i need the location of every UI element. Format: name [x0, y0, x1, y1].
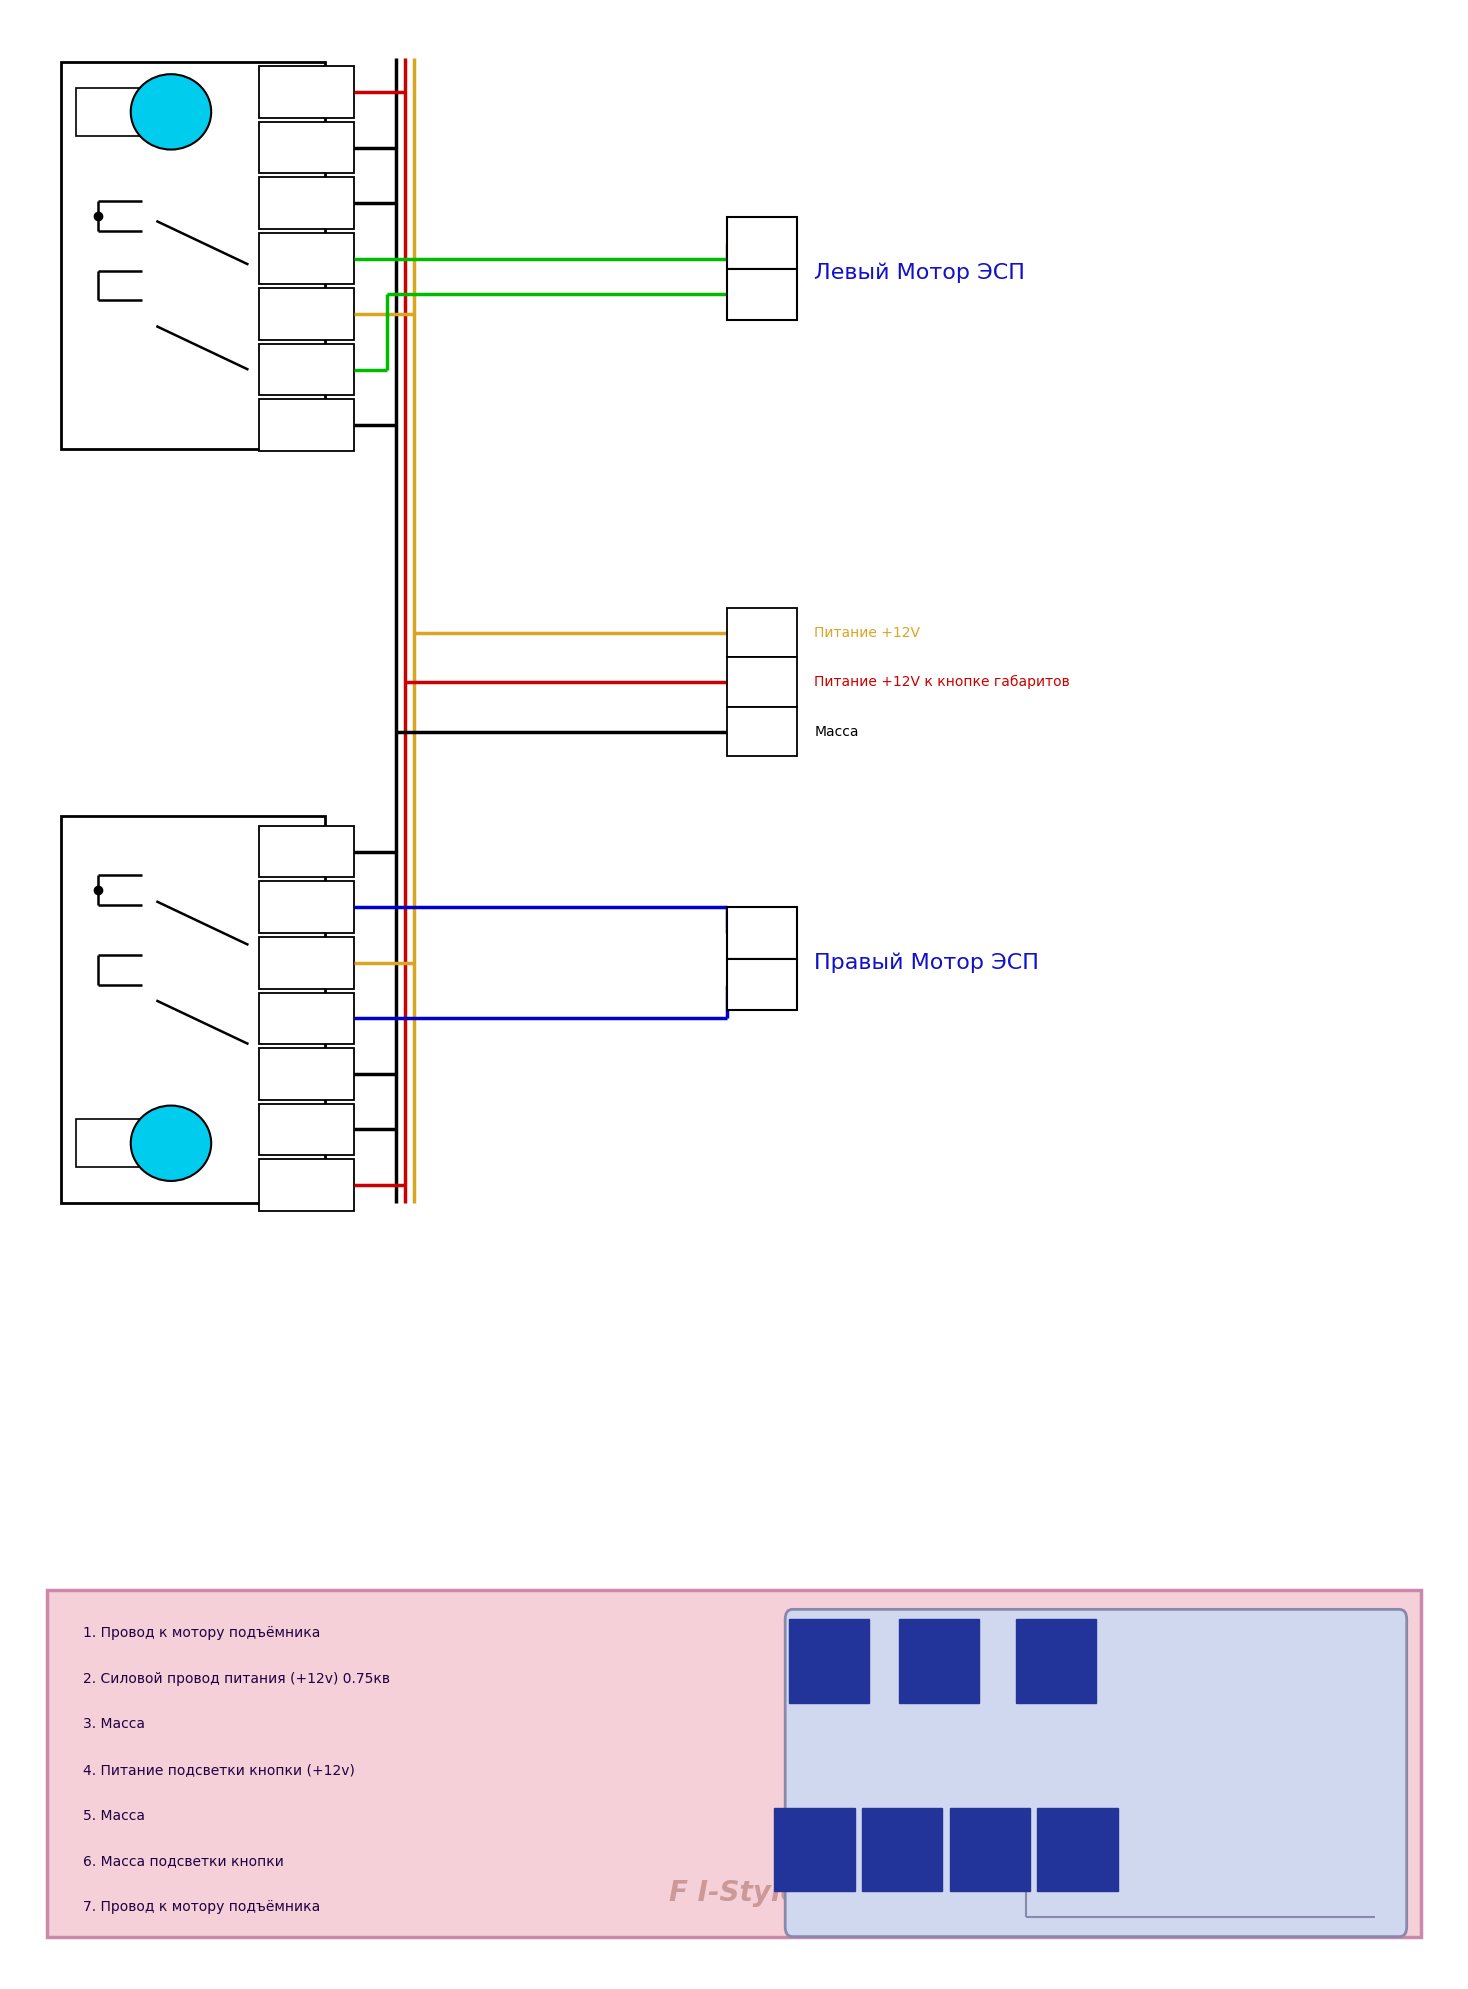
Bar [258, 937, 354, 989]
Bar [727, 269, 797, 320]
Bar [76, 88, 163, 135]
Text: 4: 4 [1073, 1840, 1083, 1858]
Text: Правый Мотор ЭСП: Правый Мотор ЭСП [815, 953, 1039, 973]
Bar [258, 825, 354, 877]
Bar [1038, 1808, 1119, 1892]
Bar [862, 1808, 942, 1892]
Text: 1: 1 [809, 1840, 819, 1858]
Bar [47, 1589, 1421, 1937]
Bar [62, 62, 324, 450]
Text: F I-Style: F I-Style [669, 1880, 799, 1907]
Bar [258, 400, 354, 452]
Bar [258, 1104, 354, 1156]
Text: 6: 6 [301, 843, 311, 861]
Text: 1: 1 [756, 623, 768, 642]
Text: 2: 2 [301, 304, 313, 322]
Bar [727, 656, 797, 706]
Bar [774, 1808, 854, 1892]
Text: 4. Питание подсветки кнопки (+12v): 4. Питание подсветки кнопки (+12v) [84, 1762, 355, 1776]
Bar [1016, 1619, 1097, 1703]
Bar [258, 993, 354, 1044]
Text: 4: 4 [301, 84, 313, 101]
Bar [727, 217, 797, 269]
Text: 2: 2 [756, 925, 768, 943]
Text: 3: 3 [985, 1840, 995, 1858]
Text: 5: 5 [824, 1653, 834, 1671]
Bar [727, 609, 797, 656]
Text: 1. Провод к мотору подъёмника: 1. Провод к мотору подъёмника [84, 1627, 320, 1641]
Text: 6: 6 [934, 1653, 944, 1671]
Text: 1: 1 [301, 360, 311, 378]
Text: 3. Масса: 3. Масса [84, 1717, 145, 1730]
Bar [258, 344, 354, 396]
Bar [258, 1048, 354, 1100]
Text: 7: 7 [301, 1008, 313, 1026]
Bar [950, 1808, 1031, 1892]
Text: 3: 3 [301, 195, 313, 213]
FancyBboxPatch shape [785, 1609, 1406, 1937]
Bar [727, 706, 797, 756]
Text: 3: 3 [756, 722, 768, 740]
Text: 1: 1 [301, 899, 311, 917]
Bar [258, 233, 354, 284]
Text: 6. Масса подсветки кнопки: 6. Масса подсветки кнопки [84, 1854, 285, 1868]
Text: 5: 5 [301, 139, 313, 157]
Text: 7: 7 [1051, 1653, 1061, 1671]
Text: Питание +12V к кнопке габаритов: Питание +12V к кнопке габаритов [815, 674, 1070, 688]
Bar [62, 815, 324, 1203]
Bar [258, 1160, 354, 1211]
Text: 2: 2 [301, 955, 313, 973]
Text: 7: 7 [301, 251, 313, 269]
Bar [258, 288, 354, 340]
Text: 2: 2 [756, 672, 768, 690]
Bar [788, 1619, 869, 1703]
Bar [76, 1120, 163, 1168]
Text: 2: 2 [897, 1840, 907, 1858]
Text: 2: 2 [756, 284, 768, 304]
Bar [727, 959, 797, 1010]
Bar [258, 66, 354, 117]
Bar [727, 907, 797, 959]
Ellipse shape [131, 74, 211, 149]
Text: 2. Силовой провод питания (+12v) 0.75кв: 2. Силовой провод питания (+12v) 0.75кв [84, 1673, 390, 1687]
Bar [258, 121, 354, 173]
Bar [258, 177, 354, 229]
Text: 1: 1 [756, 235, 768, 253]
Text: 1: 1 [756, 975, 768, 994]
Text: 5. Масса: 5. Масса [84, 1808, 145, 1822]
Ellipse shape [131, 1106, 211, 1181]
Text: 4: 4 [301, 1175, 313, 1193]
Text: Питание +12V: Питание +12V [815, 625, 920, 640]
Text: 6: 6 [301, 416, 311, 434]
Bar [898, 1619, 979, 1703]
Text: Масса: Масса [815, 724, 859, 738]
Text: 3: 3 [301, 1064, 313, 1082]
Text: Левый Мотор ЭСП: Левый Мотор ЭСП [815, 263, 1025, 282]
Bar [258, 881, 354, 933]
Text: 7. Провод к мотору подъёмника: 7. Провод к мотору подъёмника [84, 1899, 320, 1913]
Text: 5: 5 [301, 1120, 313, 1138]
